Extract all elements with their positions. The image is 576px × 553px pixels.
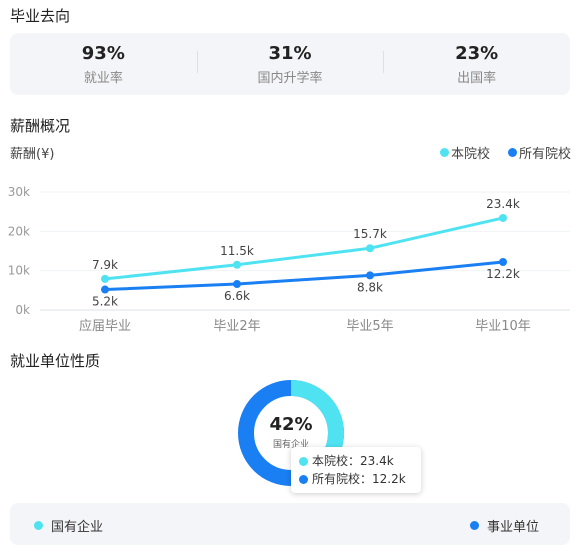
tooltip-row-this-school: 本院校：23.4k (299, 452, 413, 470)
tooltip-text: 所有院校：12.2k (312, 472, 406, 486)
data-point (366, 271, 374, 280)
data-label: 15.7k (353, 227, 387, 241)
data-label: 11.5k (220, 244, 254, 258)
section-title-employer: 就业单位性质 (10, 352, 101, 370)
salary-line-chart: 0k 10k 20k 30k 应届毕业 毕业2年 毕业5年 毕业10年 7.9k 11.5k 15.… (8, 185, 570, 334)
stat-value: 93% (81, 42, 125, 64)
y-tick-label: 20k (8, 224, 30, 238)
data-label: 8.8k (357, 280, 383, 294)
x-tick-label: 毕业10年 (475, 319, 531, 334)
stat-label: 就业率 (83, 70, 123, 86)
stat-label: 出国率 (457, 70, 497, 86)
data-point (233, 280, 241, 289)
y-tick-label: 10k (8, 264, 30, 278)
legend-label: 国有企业 (51, 520, 104, 535)
x-tick-label: 应届毕业 (79, 318, 131, 334)
x-tick-label: 毕业2年 (213, 319, 260, 334)
section-title-destination: 毕业去向 (10, 7, 71, 25)
legend-all-schools[interactable]: 所有院校 (508, 143, 571, 162)
legend-label: 本院校 (451, 147, 491, 162)
series-line (104, 260, 504, 292)
data-point (233, 260, 241, 269)
stat-value: 23% (455, 42, 499, 64)
donut-label: 国有企业 (272, 440, 309, 450)
data-label: 6.6k (224, 289, 250, 303)
data-point (101, 274, 109, 283)
tooltip-dot-icon (299, 474, 308, 484)
legend-label: 事业单位 (487, 520, 540, 535)
data-label: 7.9k (92, 258, 118, 272)
chart-y-unit: 薪酬(¥) (10, 147, 55, 162)
data-point (499, 258, 507, 267)
x-tick-label: 毕业5年 (346, 319, 393, 334)
stat-domestic-study-rate: 31% 国内升学率 (196, 42, 384, 86)
tooltip-text: 本院校：23.4k (312, 454, 394, 468)
stat-employment-rate: 93% 就业率 (10, 43, 197, 86)
legend-public-institution[interactable]: 事业单位 (470, 516, 539, 535)
data-point (366, 244, 374, 253)
data-point (101, 285, 109, 294)
stat-label: 国内升学率 (257, 70, 323, 86)
stat-abroad-rate: 23% 出国率 (383, 43, 570, 86)
donut-percent: 42% (269, 414, 313, 435)
tooltip-dot-icon (299, 456, 308, 466)
y-tick-label: 30k (8, 185, 30, 199)
donut-legend: 国有企业 事业单位 (10, 503, 570, 545)
series-line (104, 216, 504, 281)
legend-dot-icon (508, 148, 517, 157)
data-point (499, 213, 507, 222)
y-tick-label: 0k (15, 303, 30, 317)
stat-value: 31% (268, 42, 312, 64)
data-label: 23.4k (486, 197, 520, 211)
legend-dot-icon (440, 148, 449, 157)
legend-this-school[interactable]: 本院校 (440, 143, 490, 162)
legend-label: 所有院校 (519, 147, 572, 162)
legend-dot-icon (470, 521, 479, 530)
destination-stats: 93% 就业率 31% 国内升学率 23% 出国率 (10, 33, 570, 95)
donut-arc-state-owned[interactable] (238, 380, 344, 486)
donut-center: 42% 国有企业 (236, 378, 346, 488)
legend-state-owned[interactable]: 国有企业 (34, 516, 103, 535)
data-label: 5.2k (92, 295, 118, 309)
data-label: 12.2k (486, 267, 520, 281)
legend-dot-icon (34, 521, 43, 530)
tooltip-row-all-schools: 所有院校：12.2k (299, 470, 413, 488)
section-title-salary: 薪酬概况 (10, 117, 71, 135)
chart-tooltip: 本院校：23.4k 所有院校：12.2k (291, 447, 421, 493)
